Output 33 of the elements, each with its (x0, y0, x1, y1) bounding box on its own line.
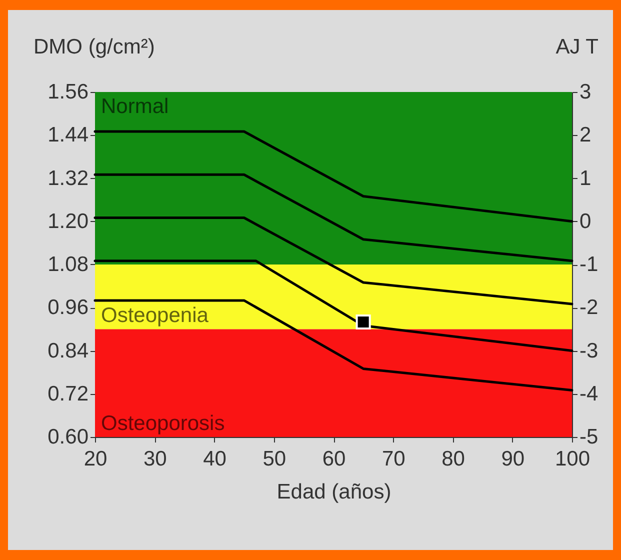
y2-tick-label: -1 (580, 253, 598, 276)
y2-axis-title: AJ T (556, 36, 599, 58)
y-tick-label: 0.84 (48, 339, 89, 362)
x-tick-label: 50 (262, 448, 286, 470)
y-tick-label: 0.72 (48, 382, 88, 406)
band-label: Osteopenia (101, 304, 209, 328)
y-tick-label: 1.44 (48, 124, 89, 147)
y-axis-title: DMO (g/cm²) (34, 36, 155, 58)
x-tick-label: 40 (203, 448, 226, 470)
y-tick-label: 1.32 (48, 166, 88, 190)
y-tick-label: 1.08 (48, 253, 88, 276)
x-axis-title: Edad (años) (276, 480, 392, 504)
x-tick-label: 20 (84, 448, 108, 470)
y-tick-label: 1.56 (48, 80, 88, 104)
x-tick-label: 100 (554, 448, 590, 470)
band-label: Osteoporosis (101, 412, 225, 435)
band-label: Normal (101, 95, 169, 118)
y2-tick-label: -5 (580, 426, 598, 448)
y2-tick-label: -4 (580, 382, 598, 406)
y2-tick-label: 0 (580, 210, 592, 233)
x-tick-label: 70 (382, 448, 406, 470)
x-tick-label: 60 (322, 448, 346, 470)
x-tick-label: 80 (442, 448, 465, 470)
y2-tick-label: -3 (580, 339, 598, 362)
y-tick-label: 1.20 (48, 210, 88, 233)
y2-tick-label: 3 (580, 80, 592, 104)
y2-tick-label: 1 (580, 166, 592, 190)
x-tick-label: 30 (143, 448, 167, 470)
y-tick-label: 0.60 (48, 426, 88, 448)
y-tick-label: 0.96 (48, 296, 88, 320)
y2-tick-label: 2 (580, 124, 592, 147)
x-tick-label: 90 (501, 448, 525, 470)
y2-tick-label: -2 (580, 296, 598, 320)
